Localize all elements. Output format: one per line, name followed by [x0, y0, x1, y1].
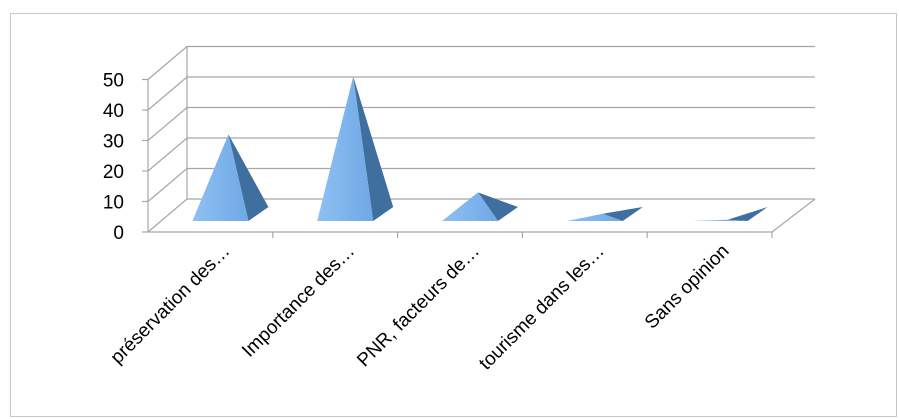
pyramid-side-face [353, 76, 394, 221]
pyramid-bar [192, 134, 269, 221]
pyramid-front-face [442, 192, 498, 221]
y-tick-label: 50 [103, 71, 124, 92]
y-tick-label: 0 [113, 223, 124, 244]
gridline [147, 137, 815, 172]
pyramid-bar [442, 192, 518, 221]
y-tick-label: 20 [103, 162, 124, 183]
x-category-label: tourisme dans les… [475, 241, 609, 375]
pyramid-front-face [691, 219, 748, 221]
pyramid-bar [566, 207, 643, 221]
gridline [147, 76, 815, 111]
pyramid-side-face [478, 192, 518, 221]
x-category-label: Sans opinion [641, 241, 734, 334]
pyramid-side-face [727, 207, 768, 221]
pyramid-front-face [192, 134, 249, 221]
gridline [147, 45, 815, 80]
pyramid-front-face [566, 213, 623, 221]
x-category-label: Importance des… [238, 241, 359, 362]
y-tick-label: 40 [103, 101, 124, 122]
y-tick-label: 10 [103, 193, 124, 214]
pyramid-front-face [317, 76, 374, 221]
pyramid-side-face [602, 207, 643, 221]
gridline [147, 106, 815, 141]
x-category-label: préservation des… [107, 241, 235, 369]
gridline [147, 198, 815, 233]
pyramid-bar [691, 207, 768, 221]
pyramid-bar [317, 76, 394, 221]
gridline [147, 167, 815, 202]
pyramid-side-face [228, 134, 269, 221]
y-tick-label: 30 [103, 132, 124, 153]
x-category-label: PNR, facteurs de… [353, 241, 484, 372]
